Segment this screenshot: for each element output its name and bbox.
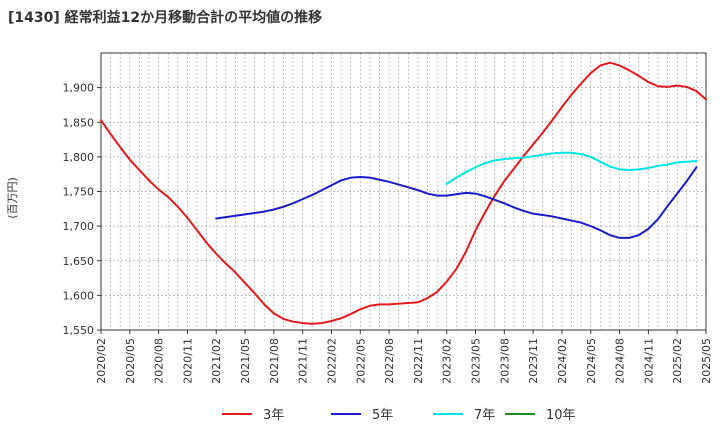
legend-item-2: 7年 [433,408,495,423]
x-tick-label: 2020/02 [95,338,108,384]
x-tick-label: 2021/05 [239,338,252,384]
x-tick-label: 2021/02 [210,338,223,384]
grid-lines [100,53,707,331]
x-tick-label: 2020/05 [124,338,137,384]
x-tick-label: 2022/11 [412,338,425,384]
legend-label: 3年 [263,408,284,423]
x-tick-label: 2020/11 [181,338,194,384]
x-tick-label: 2023/05 [470,338,483,384]
x-tick-label: 2023/08 [498,338,511,384]
x-tick-label: 2024/05 [585,338,598,384]
legend-label: 10年 [546,408,576,423]
x-tick-label: 2022/05 [354,338,367,384]
x-tick-label: 2025/05 [700,338,713,384]
x-tick-label: 2020/08 [153,338,166,384]
y-tick-label: 1,650 [63,255,95,268]
y-tick-label: 1,800 [63,151,95,164]
x-tick-label: 2022/08 [383,338,396,384]
legend-item-3: 10年 [505,408,576,423]
x-tick-label: 2022/02 [325,338,338,384]
x-tick-label: 2023/11 [527,338,540,384]
x-tick-label: 2021/08 [268,338,281,384]
series-line-0 [100,61,707,325]
series-line-1 [215,166,698,239]
y-tick-label: 1,900 [63,82,95,95]
x-tick-label: 2023/02 [441,338,454,384]
y-tick-label: 1,750 [63,186,95,199]
x-axis: 2020/02 2020/05 2020/08 2020/11 2021/02 2021/… [95,330,713,384]
legend-item-0: 3年 [222,408,284,423]
x-tick-label: 2024/02 [556,338,569,384]
plot-area [100,52,707,331]
legend-item-1: 5年 [331,408,393,423]
x-tick-label: 2024/11 [642,338,655,384]
x-tick-label: 2025/02 [671,338,684,384]
legend-label: 7年 [474,408,495,423]
x-tick-label: 2021/11 [297,338,310,384]
chart-title: [1430] 経常利益12か月移動合計の平均値の推移 [8,9,322,26]
legend-label: 5年 [372,408,393,423]
y-axis-label: (百万円) [6,177,19,219]
x-tick-label: 2024/08 [614,338,627,384]
y-axis: 1,550 1,600 1,650 1,700 1,750 1,800 1,850 1,900 [63,82,101,337]
y-tick-label: 1,550 [63,324,95,337]
y-tick-label: 1,700 [63,220,95,233]
legend: 3年 5年 7年 10年 [222,408,576,423]
y-tick-label: 1,850 [63,116,95,129]
series-lines [100,61,707,325]
series-line-2 [445,151,698,185]
y-tick-label: 1,600 [63,289,95,302]
